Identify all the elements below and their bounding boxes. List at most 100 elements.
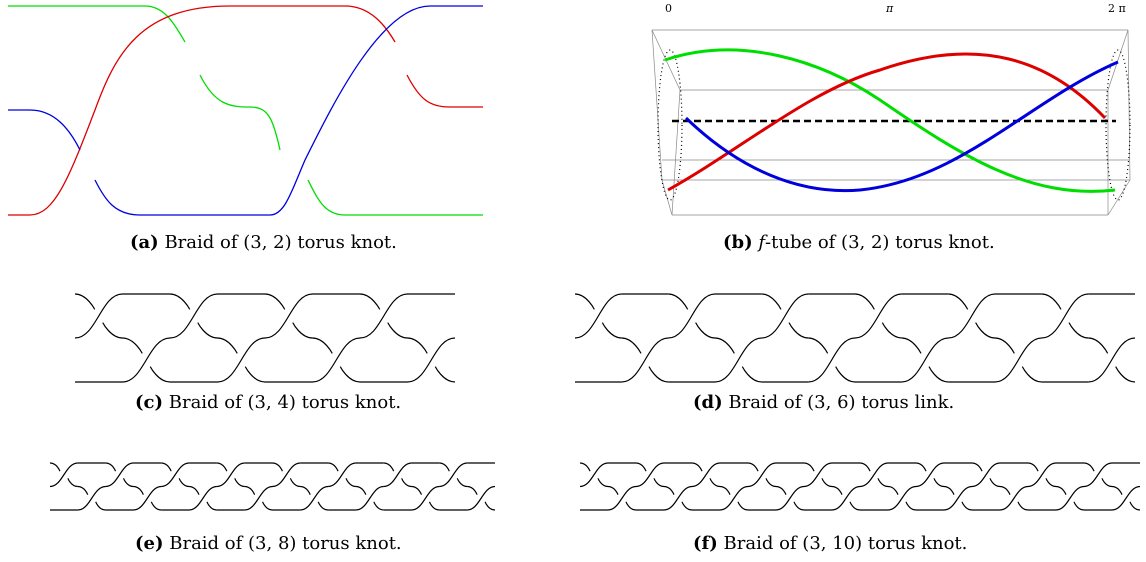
- braid-crossing-under: [999, 485, 1011, 495]
- braid-crossing-under: [1068, 322, 1089, 339]
- braid-crossing-under: [761, 293, 782, 310]
- braid-crossing-over: [407, 337, 456, 383]
- braid-crossing-under: [625, 501, 637, 511]
- caption-b-text: -tube of (3, 2) torus knot.: [765, 232, 995, 253]
- caption-f-label: (f): [693, 533, 718, 554]
- braid-crossing-over: [887, 485, 917, 511]
- braid-crossing-over: [803, 462, 833, 488]
- braid-crossing-over: [854, 293, 902, 339]
- tick-2pi: 2 π: [1108, 2, 1126, 15]
- braid-a: [8, 5, 483, 216]
- braid-crossing-under: [345, 478, 357, 488]
- braid-crossing-under: [234, 478, 245, 488]
- braid-crossing-under: [197, 322, 218, 339]
- braid-crossing-over: [635, 462, 665, 488]
- braid-crossing-under: [133, 485, 144, 495]
- braid-crossing-under: [1088, 337, 1109, 354]
- braid-crossing-over: [383, 462, 412, 488]
- braid-crossing-under: [961, 501, 973, 511]
- braid-crossing-under: [887, 485, 899, 495]
- braid-crossing-over: [1041, 293, 1089, 339]
- braid-crossing-under: [1021, 366, 1042, 383]
- caption-c-text: Braid of (3, 4) torus knot.: [168, 392, 402, 413]
- braid-crossing-over: [161, 462, 190, 488]
- curve-green-b: [664, 48, 1116, 193]
- braid-crossing-over: [574, 293, 622, 339]
- braid-crossing-over: [467, 485, 496, 511]
- caption-c-label: (c): [135, 392, 163, 413]
- braid-crossing-under: [264, 293, 286, 310]
- braid-crossing-over: [264, 293, 313, 339]
- tick-0: 0: [665, 2, 672, 15]
- braid-crossing-under: [905, 501, 917, 511]
- braid-crossing-over: [1027, 462, 1057, 488]
- braid-crossing-under: [387, 322, 408, 339]
- braid-crossing-over: [272, 462, 301, 488]
- braid-crossing-under: [244, 366, 266, 383]
- caption-e-text: Braid of (3, 8) torus knot.: [169, 533, 402, 554]
- braid-crossing-under: [467, 485, 478, 495]
- braid-crossing-over: [761, 293, 809, 339]
- braid-crossing-over: [607, 485, 637, 511]
- braid-crossing-over: [971, 462, 1001, 488]
- braid-crossing-over: [691, 462, 721, 488]
- braid-crossing-over: [943, 485, 973, 511]
- braid-d: [574, 293, 1136, 383]
- caption-b-label: (b): [723, 232, 753, 253]
- braid-crossing-over: [312, 337, 361, 383]
- braid-crossing-over: [217, 337, 266, 383]
- braid-crossing-under: [975, 322, 996, 339]
- braid-crossing-under: [1111, 485, 1123, 495]
- braid-crossing-over: [411, 485, 440, 511]
- caption-b-fvar: f: [758, 232, 766, 253]
- braid-crossing-over: [300, 485, 329, 511]
- braid-crossing-under: [859, 462, 871, 472]
- caption-f-text: Braid of (3, 10) torus knot.: [723, 533, 968, 554]
- braid-crossing-under: [881, 322, 902, 339]
- braid-crossing-under: [149, 366, 171, 383]
- braid-crossing-over: [747, 462, 777, 488]
- braid-crossing-over: [244, 485, 273, 511]
- braid-crossing-under: [1083, 462, 1095, 472]
- braid-crossing-under: [635, 462, 647, 472]
- braid-crossing-under: [775, 485, 787, 495]
- braid-crossing-under: [691, 462, 703, 472]
- braid-crossing-under: [915, 462, 927, 472]
- braid-crossing-under: [901, 337, 922, 354]
- tube-box: [651, 29, 1131, 216]
- braid-crossing-under: [49, 462, 61, 472]
- braid-crossing-under: [289, 478, 301, 488]
- braid-c: [74, 293, 456, 383]
- caption-a-label: (a): [130, 232, 159, 253]
- braid-crossing-over: [663, 485, 693, 511]
- braid-crossing-under: [428, 501, 440, 511]
- braid-crossing-under: [300, 485, 311, 495]
- braid-crossing-under: [216, 462, 228, 472]
- braid-crossing-under: [989, 478, 1001, 488]
- braid-crossing-under: [648, 366, 669, 383]
- braid-crossing-under: [668, 293, 689, 310]
- braid-e: [49, 462, 496, 511]
- braid-crossing-under: [292, 322, 313, 339]
- braid-crossing-under: [401, 478, 412, 488]
- braid-crossing-under: [1017, 501, 1029, 511]
- braid-crossing-under: [272, 462, 283, 472]
- braid-crossing-over: [216, 462, 245, 488]
- caption-b: (b) f-tube of (3, 2) torus knot.: [723, 232, 995, 253]
- braid-crossing-over: [74, 293, 123, 339]
- strand-green-a: [8, 5, 483, 216]
- braid-crossing-under: [831, 485, 843, 495]
- braid-crossing-under: [74, 293, 96, 310]
- braid-crossing-under: [359, 293, 381, 310]
- braid-crossing-under: [877, 478, 889, 488]
- braid-crossing-under: [793, 501, 805, 511]
- ftube-b: [651, 29, 1131, 216]
- braid-crossing-over: [714, 337, 762, 383]
- braid-crossing-under: [383, 462, 395, 472]
- braid-crossing-under: [1129, 501, 1141, 511]
- braid-crossing-under: [439, 462, 450, 472]
- braid-crossing-under: [188, 485, 200, 495]
- braid-crossing-under: [312, 337, 333, 354]
- braid-crossing-under: [971, 462, 983, 472]
